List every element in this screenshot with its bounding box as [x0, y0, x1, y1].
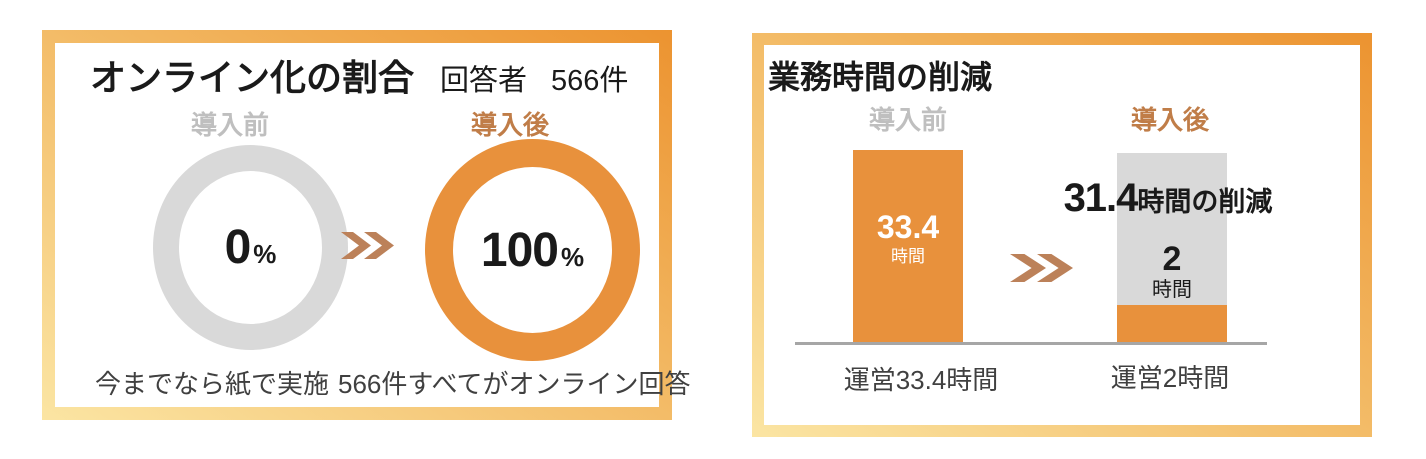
online-rate-title: オンライン化の割合 — [90, 57, 415, 98]
reduction-segment — [1117, 153, 1227, 305]
before-caption: 今までなら紙で実施 — [94, 369, 329, 399]
reduction-annotation: 31.4 時間の削減 — [1003, 176, 1333, 221]
respondents-count: 566件 — [551, 65, 629, 97]
double-chevron-right-icon — [1010, 254, 1073, 282]
after-donut-value: 100 % — [481, 223, 584, 278]
before-bar: 33.4 時間 — [853, 150, 963, 342]
before-donut-chart: 0 % — [153, 145, 348, 350]
online-rate-panel-body: オンライン化の割合 回答者 566件 導入前 導入後 0 % — [55, 43, 691, 407]
before-percent-unit: % — [253, 239, 277, 269]
after-bar-value: 2 — [1162, 240, 1182, 278]
respondents-subtitle: 回答者 566件 — [440, 57, 628, 99]
time-reduction-title: 業務時間の削減 — [768, 59, 993, 95]
reduction-unit-text: 時間の削減 — [1137, 187, 1273, 217]
before-percent-value: 0 — [224, 221, 252, 274]
after-bar-text: 2 時間 — [1117, 241, 1227, 303]
time-reduction-panel-body: 業務時間の削減 導入前 導入後 33.4 時間 2 時間 — [764, 45, 1360, 425]
axis-baseline — [795, 342, 1267, 345]
after-donut-chart: 100 % — [425, 139, 640, 361]
after-bar: 2 時間 — [1117, 153, 1227, 342]
before-column-label: 導入前 — [868, 105, 947, 135]
after-percent-unit: % — [560, 241, 585, 272]
before-bar-value: 33.4 — [876, 209, 940, 245]
after-column-label: 導入後 — [470, 110, 549, 140]
before-bar-text: 33.4 時間 — [853, 208, 963, 268]
before-axis-label: 運営33.4時間 — [843, 365, 999, 395]
chevron-right-icon — [1010, 254, 1046, 282]
double-chevron-right-icon — [341, 232, 394, 259]
reduction-value: 31.4 — [1063, 176, 1139, 220]
online-rate-header: オンライン化の割合 回答者 566件 — [90, 57, 628, 99]
after-percent-value: 100 — [480, 223, 559, 277]
time-reduction-panel: 業務時間の削減 導入前 導入後 33.4 時間 2 時間 — [752, 33, 1372, 437]
after-caption: 566件すべてがオンライン回答 — [338, 369, 691, 399]
before-bar-unit: 時間 — [891, 247, 925, 266]
remaining-segment — [1117, 305, 1227, 342]
after-bar-unit: 時間 — [1152, 279, 1192, 301]
respondents-label: 回答者 — [440, 65, 528, 97]
after-column-label: 導入後 — [1130, 105, 1209, 135]
before-donut-value: 0 % — [225, 220, 277, 275]
online-rate-panel: オンライン化の割合 回答者 566件 導入前 導入後 0 % — [42, 30, 691, 420]
after-axis-label: 運営2時間 — [1110, 363, 1230, 393]
chevron-right-icon — [341, 232, 371, 259]
before-column-label: 導入前 — [190, 110, 269, 140]
